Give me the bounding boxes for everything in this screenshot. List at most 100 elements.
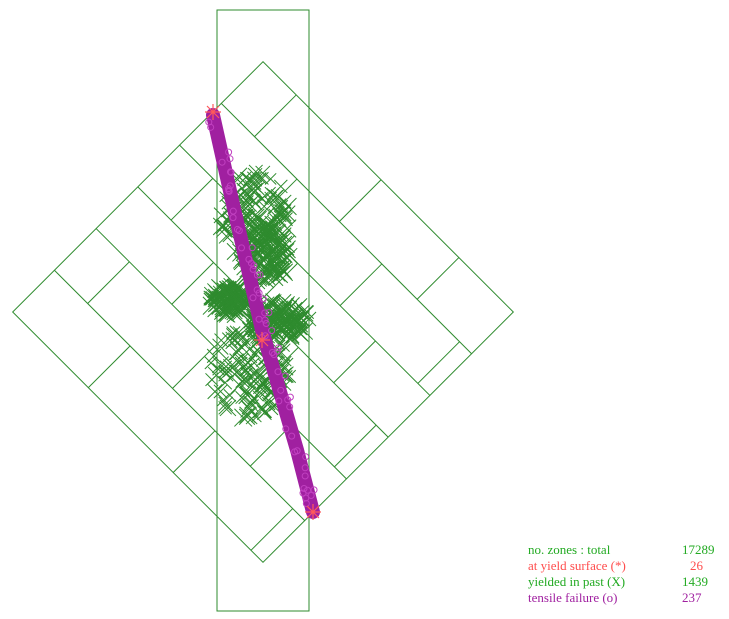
tensile-marker	[261, 309, 269, 317]
yield-cross	[212, 362, 225, 376]
joint	[171, 262, 214, 305]
tensile-marker	[250, 262, 258, 270]
legend-value: 237	[682, 590, 702, 605]
yield-cross	[207, 366, 225, 384]
tensile-marker	[301, 464, 309, 472]
legend-label: at yield surface (*)	[528, 558, 626, 573]
yield-cross	[216, 281, 231, 297]
yield-cross	[273, 179, 288, 194]
tensile-marker	[268, 349, 276, 357]
yield-cross	[258, 220, 275, 237]
yield-cross	[281, 252, 293, 264]
yield-cross	[280, 355, 292, 367]
yield-cross	[275, 244, 288, 257]
tensile-marker	[262, 320, 270, 328]
yield-cross	[206, 348, 222, 364]
yield-cross	[223, 389, 237, 402]
tensile-marker	[302, 500, 310, 508]
yield-cross	[203, 290, 218, 305]
tensile-marker	[226, 155, 234, 163]
joint	[87, 345, 131, 389]
tensile-marker	[253, 286, 261, 294]
yield-cross	[218, 375, 233, 390]
yield-cross	[246, 184, 258, 196]
tensile-marker	[281, 372, 289, 380]
tensile-marker	[274, 368, 282, 376]
yield-cross	[266, 266, 281, 281]
yield-cross	[212, 338, 229, 355]
tensile-marker	[274, 344, 282, 352]
joint	[54, 269, 306, 521]
tensile-marker	[218, 158, 226, 166]
tensile-marker	[259, 295, 267, 303]
joint	[250, 508, 294, 551]
tensile-marker	[229, 207, 237, 215]
joint	[172, 346, 215, 389]
joint	[333, 340, 376, 384]
yield-cross	[267, 242, 286, 261]
yield-cross	[247, 208, 263, 223]
yield-cross	[240, 368, 259, 386]
yield-cross	[230, 375, 249, 395]
joint	[255, 262, 299, 306]
yield-cross	[264, 191, 278, 205]
yield-cross	[259, 262, 274, 277]
tensile-marker	[300, 484, 308, 492]
zone-markers	[202, 104, 321, 520]
yield-cross	[248, 164, 263, 179]
yield-cross	[261, 396, 276, 411]
joint	[87, 261, 130, 304]
tensile-marker	[277, 386, 285, 394]
yield-cross	[278, 212, 293, 227]
legend: no. zones : total 17289 at yield surface…	[528, 542, 715, 605]
yield-star	[254, 332, 270, 348]
tensile-marker	[284, 396, 292, 404]
yield-cross	[227, 290, 240, 303]
yield-cross	[211, 356, 230, 374]
yield-cross	[241, 171, 260, 191]
yield-cross	[272, 309, 284, 321]
yield-cross	[264, 401, 279, 416]
yield-cross	[229, 290, 244, 305]
yield-cross	[216, 304, 235, 323]
yield-cross	[247, 167, 263, 183]
yield-cross	[246, 193, 261, 208]
yield-cross	[272, 268, 286, 282]
yield-cross	[254, 224, 273, 244]
yield-cross	[282, 369, 297, 384]
yield-cross	[274, 198, 287, 210]
legend-value: 26	[690, 558, 704, 573]
tensile-marker	[307, 492, 315, 500]
yield-cross	[225, 331, 244, 350]
tensile-marker	[256, 271, 264, 279]
yield-cross	[234, 408, 253, 427]
joint	[179, 144, 431, 396]
yield-cross	[278, 205, 296, 222]
yield-cross	[251, 411, 262, 423]
yield-cross	[233, 302, 247, 316]
yield-cross	[247, 392, 260, 405]
tensile-marker	[282, 425, 290, 433]
yield-cross	[214, 296, 231, 313]
tensile-marker	[225, 148, 233, 156]
yield-cross	[248, 346, 262, 360]
yield-cross	[254, 172, 267, 185]
yield-cross	[246, 352, 258, 364]
yield-cross	[218, 228, 234, 244]
yield-cross	[248, 196, 263, 211]
tensile-marker	[288, 432, 296, 440]
yield-cross	[218, 400, 233, 415]
yield-cross	[217, 393, 230, 407]
yield-cross	[238, 386, 257, 405]
yield-cross	[229, 353, 244, 368]
yield-cross	[210, 286, 229, 305]
tensile-marker	[225, 187, 233, 195]
yield-cross	[213, 384, 228, 399]
yield-cross	[285, 329, 300, 344]
tensile-marker	[265, 309, 273, 317]
tensile-marker	[227, 168, 235, 176]
joint	[417, 341, 460, 384]
yield-cross	[236, 182, 254, 200]
joint	[254, 94, 297, 137]
